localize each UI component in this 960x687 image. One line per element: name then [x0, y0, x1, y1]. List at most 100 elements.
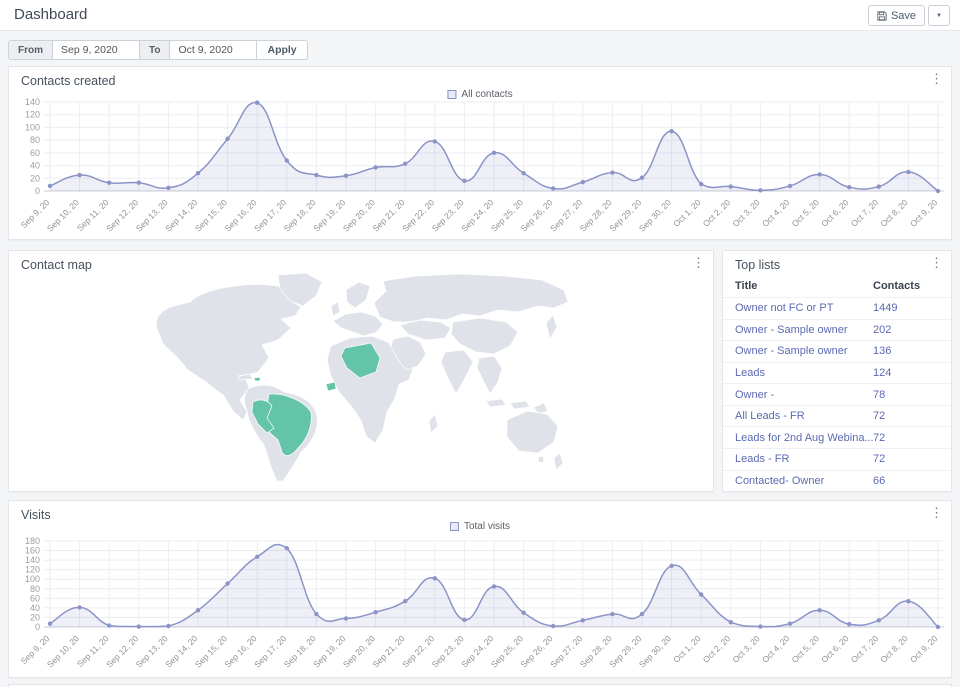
table-row: Owner not FC or PT 1449 [723, 297, 951, 319]
svg-text:40: 40 [30, 161, 40, 171]
greenland [277, 273, 323, 307]
panel-title: Contact map [21, 258, 92, 272]
indonesia [509, 400, 531, 410]
united-kingdom [330, 301, 341, 317]
list-contact-count: 72 [873, 410, 886, 423]
chart-legend-item[interactable]: All contacts [447, 89, 513, 100]
japan [545, 314, 558, 340]
svg-text:Oct 7, 20: Oct 7, 20 [849, 197, 881, 229]
svg-text:140: 140 [25, 97, 40, 107]
svg-text:20: 20 [30, 173, 40, 183]
legend-label: All contacts [461, 89, 513, 100]
svg-text:140: 140 [25, 555, 40, 565]
list-title-link[interactable]: Leads for 2nd Aug Webina... [735, 431, 873, 444]
tasmania [537, 455, 545, 464]
page-title: Dashboard [14, 6, 88, 23]
svg-text:Oct 3, 20: Oct 3, 20 [730, 633, 762, 665]
contacts-created-panel: Contacts created ⋮ All contacts 0 20 40 60 8… [8, 66, 952, 240]
russia [373, 273, 569, 323]
column-contacts: Contacts [873, 280, 921, 292]
new-zealand [553, 452, 564, 471]
list-title-link[interactable]: Leads [735, 366, 765, 379]
svg-text:180: 180 [25, 536, 40, 546]
svg-text:Oct 8, 20: Oct 8, 20 [878, 197, 910, 229]
panel-header: Visits ⋮ [9, 501, 951, 525]
kebab-menu-icon[interactable]: ⋮ [692, 255, 705, 270]
svg-text:Sep 30, 20: Sep 30, 20 [637, 197, 673, 233]
panel-title: Visits [21, 508, 51, 522]
list-contact-count: 202 [873, 323, 892, 336]
list-contact-count: 78 [873, 388, 886, 401]
svg-text:Oct 7, 20: Oct 7, 20 [849, 633, 881, 665]
svg-text:120: 120 [25, 110, 40, 120]
southeast-asia [476, 355, 503, 395]
list-contact-count: 72 [873, 453, 886, 466]
kebab-menu-icon[interactable]: ⋮ [930, 505, 943, 520]
list-title-link[interactable]: Owner - Sample owner [735, 345, 848, 358]
svg-text:Oct 2, 20: Oct 2, 20 [701, 633, 733, 665]
indonesia [485, 398, 507, 408]
top-lists-table: Title Contacts Owner not FC or PT 1449 Own… [723, 276, 951, 491]
svg-text:60: 60 [30, 593, 40, 603]
china [450, 317, 519, 355]
list-contact-count: 136 [873, 345, 892, 358]
svg-text:Sep 30, 20: Sep 30, 20 [637, 633, 673, 669]
list-title-link[interactable]: Contacted- Owner [735, 474, 825, 487]
to-label: To [139, 41, 171, 59]
page-header: Dashboard Save ▼ [0, 0, 960, 31]
table-row: Owner - 78 [723, 383, 951, 405]
list-title-link[interactable]: Owner - [735, 388, 775, 401]
save-button[interactable]: Save [867, 5, 926, 26]
to-date-input[interactable] [170, 41, 257, 59]
new-guinea [533, 402, 549, 415]
cuba [237, 373, 254, 381]
caret-down-icon: ▼ [936, 12, 942, 19]
from-date-input[interactable] [53, 41, 139, 59]
list-title-link[interactable]: Owner not FC or PT [735, 302, 834, 315]
svg-text:0: 0 [35, 622, 40, 632]
svg-text:Oct 6, 20: Oct 6, 20 [819, 633, 851, 665]
list-title-link[interactable]: Leads - FR [735, 453, 790, 466]
next-panel-edge [8, 684, 952, 687]
panel-header: Contact map ⋮ [9, 251, 713, 275]
svg-text:0: 0 [35, 186, 40, 196]
svg-text:Oct 9, 20: Oct 9, 20 [908, 197, 940, 229]
chart-legend-item[interactable]: Total visits [449, 521, 510, 532]
from-label: From [9, 41, 53, 59]
svg-text:Oct 1, 20: Oct 1, 20 [671, 197, 703, 229]
scandinavia [345, 281, 371, 309]
panel-title: Contacts created [21, 74, 116, 88]
svg-text:Oct 5, 20: Oct 5, 20 [790, 633, 822, 665]
table-row: Leads 124 [723, 361, 951, 384]
svg-text:Oct 4, 20: Oct 4, 20 [760, 197, 792, 229]
svg-text:Oct 8, 20: Oct 8, 20 [878, 633, 910, 665]
svg-text:20: 20 [30, 612, 40, 622]
table-row: Leads - FR 72 [723, 447, 951, 470]
list-title-link[interactable]: All Leads - FR [735, 410, 805, 423]
middle-east [390, 335, 427, 371]
country-senegal [325, 381, 337, 392]
table-row: Leads for 2nd Aug Webina... 72 [723, 426, 951, 448]
north-america [155, 284, 302, 421]
kebab-menu-icon[interactable]: ⋮ [930, 255, 943, 270]
save-dropdown-button[interactable]: ▼ [928, 5, 950, 26]
apply-button[interactable]: Apply [256, 41, 307, 59]
country-algeria [340, 342, 381, 379]
kebab-menu-icon[interactable]: ⋮ [930, 71, 943, 86]
svg-text:Oct 5, 20: Oct 5, 20 [790, 197, 822, 229]
madagascar [428, 413, 439, 434]
header-actions: Save ▼ [867, 5, 950, 26]
svg-text:Oct 1, 20: Oct 1, 20 [671, 633, 703, 665]
svg-text:Oct 9, 20: Oct 9, 20 [908, 633, 940, 665]
panel-header: Top lists ⋮ [723, 251, 951, 275]
svg-text:Oct 3, 20: Oct 3, 20 [730, 197, 762, 229]
list-title-link[interactable]: Owner - Sample owner [735, 323, 848, 336]
svg-text:100: 100 [25, 122, 40, 132]
table-row: Contacted- Owner 66 [723, 469, 951, 492]
column-title: Title [735, 280, 758, 292]
world-map[interactable] [150, 273, 574, 481]
svg-text:80: 80 [30, 135, 40, 145]
central-asia [399, 319, 452, 341]
